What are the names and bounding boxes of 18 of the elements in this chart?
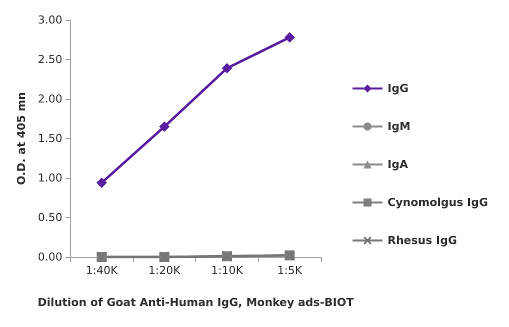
legend-label: IgM <box>388 120 410 133</box>
y-tick-label: 1.00 <box>38 172 62 184</box>
x-axis-title: Dilution of Goat Anti-Human IgG, Monkey ads-BIOT <box>38 296 354 309</box>
y-tick-label: 1.50 <box>38 132 62 145</box>
x-tick-label: 1:10K <box>211 264 244 277</box>
y-tick-label: 2.50 <box>38 53 62 66</box>
y-tick-label: 0.50 <box>38 211 62 224</box>
x-tick-label: 1:5K <box>277 264 303 277</box>
y-tick-label: 0.00 <box>38 250 62 264</box>
legend-label: IgG <box>388 82 408 95</box>
legend-label: IgA <box>388 158 408 171</box>
x-tick-label: 1:20K <box>148 264 182 277</box>
x-tick-label: 1:40K <box>86 264 118 277</box>
y-tick-label: 2.00 <box>38 92 62 106</box>
legend-label: Rhesus IgG <box>388 234 458 247</box>
legend-label: Cynomolgus IgG <box>388 196 488 209</box>
y-tick-label: 3.00 <box>38 14 62 26</box>
y-axis-title: O.D. at 405 mn <box>15 92 28 186</box>
